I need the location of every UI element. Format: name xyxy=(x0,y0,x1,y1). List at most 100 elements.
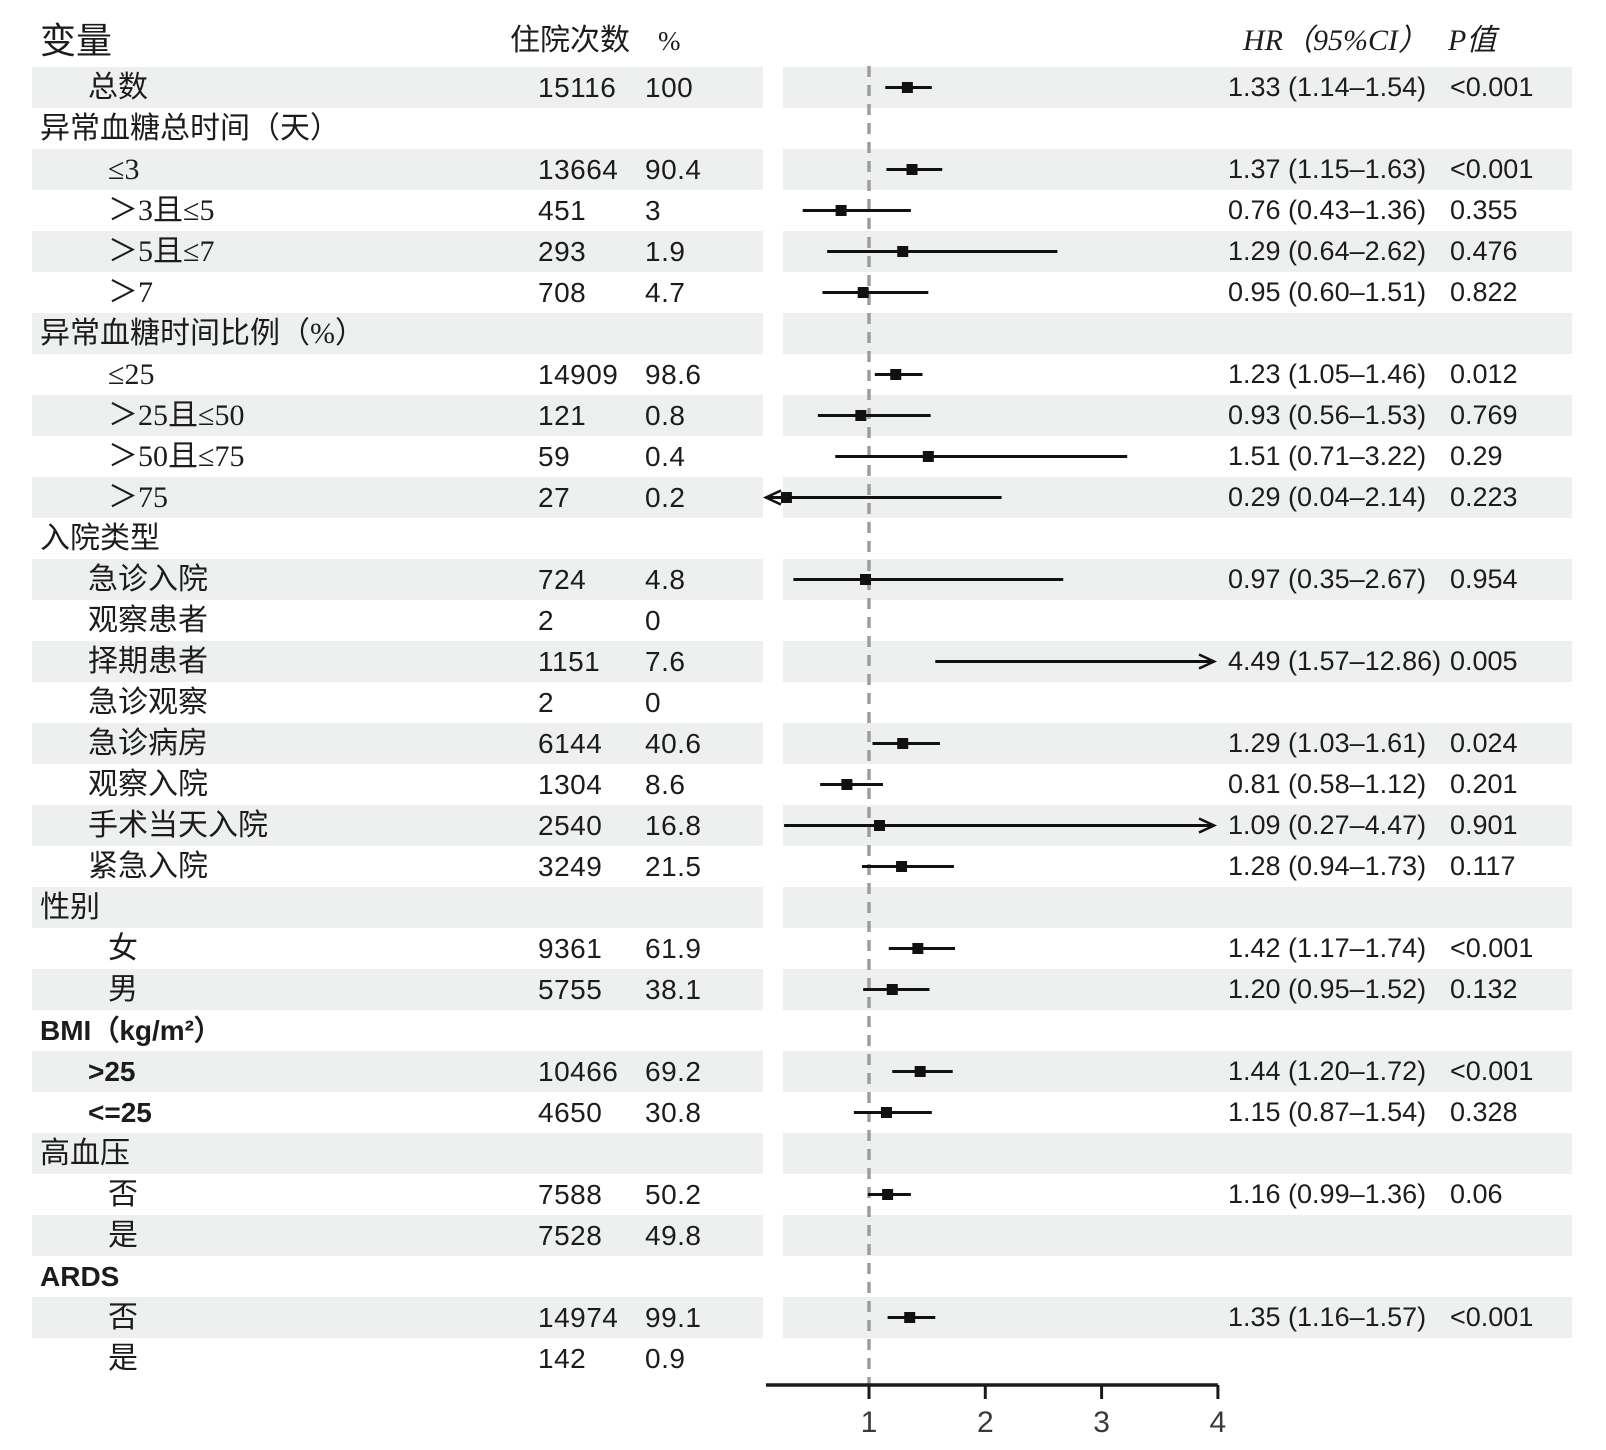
row-pvalue xyxy=(1450,1256,1590,1297)
row-hr-ci: 0.97 (0.35–2.67) xyxy=(1228,564,1427,594)
row-label: 异常血糖总时间（天） xyxy=(40,112,340,145)
row-count xyxy=(538,518,648,559)
row-percent: 3 xyxy=(645,195,662,226)
row-percent: 90.4 xyxy=(645,154,702,185)
row-label: 观察患者 xyxy=(88,604,208,637)
row-percent: 7.6 xyxy=(645,646,686,677)
row-percent: 8.6 xyxy=(645,769,686,800)
row-percent: 49.8 xyxy=(645,1220,702,1251)
row-count xyxy=(538,108,648,149)
row-hr-ci xyxy=(1228,1010,1448,1051)
row-pvalue: 0.024 xyxy=(1450,728,1518,758)
row-hr-ci: 0.95 (0.60–1.51) xyxy=(1228,277,1427,307)
row-count: 7528 xyxy=(538,1220,603,1251)
row-count: 6144 xyxy=(538,728,603,759)
column-header-hr-ci: HR（95%CI） xyxy=(1243,24,1428,57)
row-pvalue: 0.29 xyxy=(1450,441,1503,471)
row-percent xyxy=(645,1256,740,1297)
row-percent: 0.4 xyxy=(645,441,686,472)
table-rows: 总数 15116 100 1.33 (1.14–1.54) <0.001 异常血糖总时间（… xyxy=(0,67,1606,1379)
x-tick-label: 1 xyxy=(861,1406,878,1439)
row-count: 142 xyxy=(538,1343,587,1374)
row-count: 10466 xyxy=(538,1056,619,1087)
row-hr-ci: 1.33 (1.14–1.54) xyxy=(1228,72,1427,102)
row-label: 手术当天入院 xyxy=(88,809,268,842)
row-percent: 38.1 xyxy=(645,974,702,1005)
table-row: ＞3且≤5 451 3 0.76 (0.43–1.36) 0.355 xyxy=(0,190,1606,231)
row-percent: 98.6 xyxy=(645,359,702,390)
row-hr-ci: 4.49 (1.57–12.86) xyxy=(1228,646,1442,676)
row-percent: 4.7 xyxy=(645,277,686,308)
row-hr-ci xyxy=(1228,1133,1448,1174)
row-count xyxy=(538,313,648,354)
row-pvalue: <0.001 xyxy=(1450,154,1534,184)
row-hr-ci: 1.09 (0.27–4.47) xyxy=(1228,810,1427,840)
row-label: ＞5且≤7 xyxy=(108,235,215,268)
row-hr-ci: 0.76 (0.43–1.36) xyxy=(1228,195,1427,225)
row-label: 是 xyxy=(108,1219,138,1252)
row-pvalue: <0.001 xyxy=(1450,1302,1534,1332)
row-count: 121 xyxy=(538,400,587,431)
row-pvalue: <0.001 xyxy=(1450,1056,1534,1086)
table-row: 急诊观察 2 0 xyxy=(0,682,1606,723)
row-count xyxy=(538,1010,648,1051)
row-count: 451 xyxy=(538,195,587,226)
row-percent xyxy=(645,1133,740,1174)
row-count: 14909 xyxy=(538,359,619,390)
row-hr-ci: 1.44 (1.20–1.72) xyxy=(1228,1056,1427,1086)
row-percent xyxy=(645,518,740,559)
row-hr-ci xyxy=(1228,1215,1448,1256)
table-row: 是 7528 49.8 xyxy=(0,1215,1606,1256)
table-row: 入院类型 xyxy=(0,518,1606,559)
row-label: >25 xyxy=(88,1056,136,1087)
row-count: 1304 xyxy=(538,769,603,800)
row-hr-ci: 0.29 (0.04–2.14) xyxy=(1228,482,1427,512)
table-row: >25 10466 69.2 1.44 (1.20–1.72) <0.001 xyxy=(0,1051,1606,1092)
column-header-variable: 变量 xyxy=(40,21,113,61)
row-label: 急诊病房 xyxy=(88,727,208,760)
row-percent: 30.8 xyxy=(645,1097,702,1128)
row-pvalue xyxy=(1450,108,1590,149)
row-pvalue: 0.328 xyxy=(1450,1097,1518,1127)
row-percent: 100 xyxy=(645,72,694,103)
row-percent: 50.2 xyxy=(645,1179,702,1210)
row-pvalue: 0.954 xyxy=(1450,564,1518,594)
row-count: 2540 xyxy=(538,810,603,841)
row-label: 择期患者 xyxy=(88,645,208,678)
row-percent: 1.9 xyxy=(645,236,686,267)
row-count xyxy=(538,1256,648,1297)
row-count: 293 xyxy=(538,236,587,267)
x-tick-label: 4 xyxy=(1210,1406,1227,1439)
row-label: 是 xyxy=(108,1342,138,1375)
row-pvalue: 0.06 xyxy=(1450,1179,1503,1209)
table-row: 异常血糖总时间（天） xyxy=(0,108,1606,149)
table-row: ＞75 27 0.2 0.29 (0.04–2.14) 0.223 xyxy=(0,477,1606,518)
row-label: ARDS xyxy=(40,1261,120,1292)
table-row: 女 9361 61.9 1.42 (1.17–1.74) <0.001 xyxy=(0,928,1606,969)
row-count: 13664 xyxy=(538,154,619,185)
row-label: 紧急入院 xyxy=(88,850,208,883)
row-label: ＞75 xyxy=(108,481,168,514)
row-label: BMI（kg/m²） xyxy=(40,1015,223,1046)
column-header-pvalue: P值 xyxy=(1448,24,1497,57)
row-hr-ci: 1.16 (0.99–1.36) xyxy=(1228,1179,1427,1209)
row-hr-ci xyxy=(1228,887,1448,928)
table-row: ARDS xyxy=(0,1256,1606,1297)
row-percent xyxy=(645,887,740,928)
row-pvalue: 0.201 xyxy=(1450,769,1518,799)
row-pvalue: 0.012 xyxy=(1450,359,1518,389)
row-hr-ci: 1.35 (1.16–1.57) xyxy=(1228,1302,1427,1332)
row-hr-ci xyxy=(1228,682,1448,723)
row-hr-ci xyxy=(1228,108,1448,149)
row-percent: 0.2 xyxy=(645,482,686,513)
row-hr-ci: 1.29 (0.64–2.62) xyxy=(1228,236,1427,266)
row-label: 高血压 xyxy=(40,1137,130,1170)
row-label: 异常血糖时间比例（%） xyxy=(40,317,365,350)
row-count: 15116 xyxy=(538,72,617,103)
table-row: 择期患者 1151 7.6 4.49 (1.57–12.86) 0.005 xyxy=(0,641,1606,682)
row-pvalue xyxy=(1450,682,1590,723)
row-label: 总数 xyxy=(88,71,148,104)
row-percent: 61.9 xyxy=(645,933,702,964)
table-row: 紧急入院 3249 21.5 1.28 (0.94–1.73) 0.117 xyxy=(0,846,1606,887)
row-label: 急诊观察 xyxy=(88,686,208,719)
